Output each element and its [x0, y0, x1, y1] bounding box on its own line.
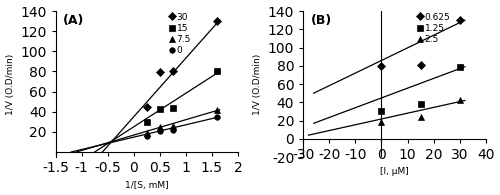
15 — [156, 108, 162, 110]
7.5 — [156, 126, 162, 128]
Legend: 0.625, 1.25, 2.5: 0.625, 1.25, 2.5 — [418, 13, 450, 44]
2.5 — [456, 99, 462, 102]
X-axis label: [I, μM]: [I, μM] — [380, 167, 409, 176]
Text: (B): (B) — [310, 14, 332, 27]
0.625 — [378, 65, 384, 67]
7.5 — [144, 132, 150, 134]
30 — [156, 71, 162, 74]
2.5 — [418, 116, 424, 118]
15 — [144, 121, 150, 123]
Line: 1.25: 1.25 — [378, 64, 462, 114]
1.25 — [418, 103, 424, 105]
15 — [170, 106, 176, 109]
0 — [156, 130, 162, 132]
X-axis label: 1/[S, mM]: 1/[S, mM] — [125, 181, 168, 190]
Line: 7.5: 7.5 — [144, 107, 220, 136]
15 — [214, 70, 220, 73]
Y-axis label: 1/V (O.D/min): 1/V (O.D/min) — [6, 53, 15, 115]
1.25 — [378, 110, 384, 113]
Line: 30: 30 — [144, 18, 220, 109]
30 — [170, 70, 176, 73]
7.5 — [170, 125, 176, 127]
Line: 2.5: 2.5 — [378, 98, 462, 125]
Line: 15: 15 — [144, 69, 220, 125]
0.625 — [456, 19, 462, 21]
0.625 — [418, 64, 424, 66]
Text: (A): (A) — [63, 14, 84, 27]
7.5 — [214, 109, 220, 111]
Y-axis label: 1/V (O.D/min): 1/V (O.D/min) — [254, 53, 262, 115]
0 — [144, 135, 150, 137]
Line: 0.625: 0.625 — [378, 17, 462, 69]
1.25 — [456, 66, 462, 68]
0 — [170, 129, 176, 131]
30 — [144, 105, 150, 108]
30 — [214, 20, 220, 22]
Line: 0: 0 — [144, 114, 220, 139]
0 — [214, 116, 220, 118]
Legend: 30, 15, 7.5, 0: 30, 15, 7.5, 0 — [170, 13, 191, 55]
2.5 — [378, 121, 384, 124]
